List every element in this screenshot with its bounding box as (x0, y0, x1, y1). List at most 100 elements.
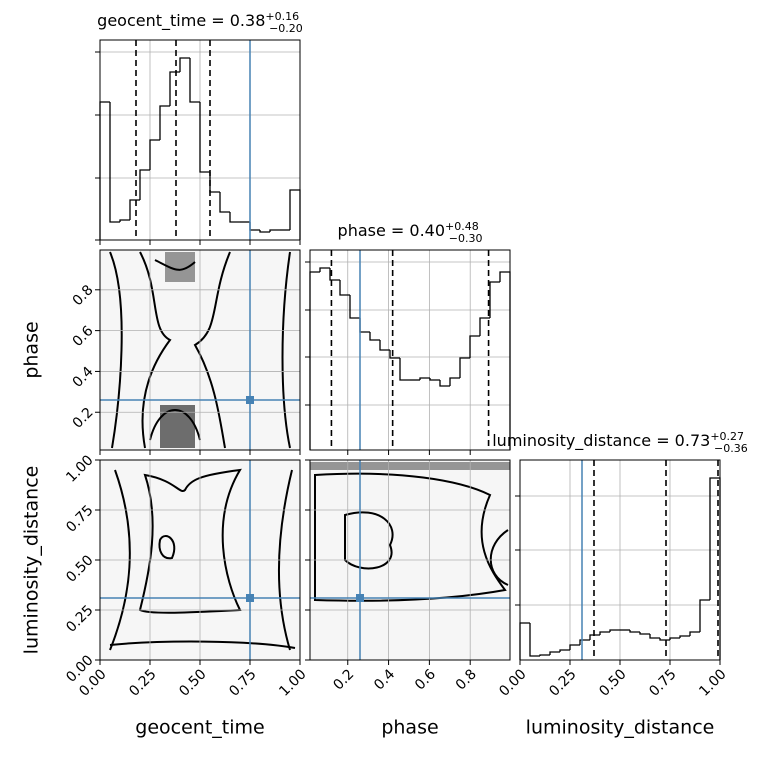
y-tick-label: 0.6 (70, 323, 97, 350)
hist-bin (549, 651, 560, 655)
hist-bin (449, 377, 460, 386)
panel-frame (309, 459, 511, 661)
hist-bin (159, 105, 170, 140)
truth-marker (246, 594, 254, 602)
hist-bin (169, 71, 180, 106)
hist-bin (559, 649, 570, 652)
x-tick-label: 0.6 (412, 666, 439, 693)
hist-bin (249, 222, 260, 231)
hist-bin (109, 102, 120, 223)
panel-title: phase = 0.40+0.48 −0.30 (338, 220, 483, 245)
y-tick-label: 0.25 (63, 602, 96, 635)
x-tick-label: 0.25 (546, 666, 579, 699)
density-cell (160, 405, 195, 448)
y-tick-label: 0.50 (63, 552, 96, 585)
hist-bin (629, 630, 640, 633)
contour (314, 472, 507, 602)
y-tick-label: 0.2 (70, 405, 97, 432)
hist-bin (689, 631, 700, 636)
hist-bin (599, 631, 610, 635)
hist-bin (219, 192, 230, 213)
contour (489, 529, 509, 586)
hist-bin (699, 599, 710, 632)
hist-bin (289, 189, 301, 240)
hist-bin (139, 169, 150, 200)
contour (138, 468, 242, 614)
hist-bin (479, 317, 490, 336)
hist-bin (529, 623, 540, 657)
x-tick-label: 0.50 (176, 666, 209, 699)
hist-bin (229, 212, 240, 223)
hist-bin (439, 380, 450, 387)
hist-bin (659, 638, 670, 641)
x-tick-label: 0.00 (496, 666, 529, 699)
contour (344, 511, 394, 570)
truth-marker (356, 594, 364, 602)
y-tick-label: 0.4 (70, 364, 97, 391)
hist-bin (539, 654, 550, 656)
hist-bin (679, 635, 690, 638)
x-axis-label: geocent_time (135, 717, 264, 739)
contour (139, 251, 231, 449)
contour (158, 535, 176, 560)
panel-title: geocent_time = 0.38+0.16 −0.20 (97, 10, 303, 35)
title-upper: +0.48 (445, 220, 479, 233)
y-tick-label: 0.8 (70, 282, 97, 309)
y-tick-label: 0.75 (63, 502, 96, 535)
title-text: geocent_time = 0.38 (97, 11, 265, 31)
panel-frame (309, 249, 511, 451)
hist-bin (589, 634, 600, 640)
hist-bin (189, 58, 200, 103)
hist-bin (309, 271, 320, 450)
hist-bin (519, 622, 530, 660)
panel-frame (99, 39, 301, 241)
title-lower: −0.20 (269, 22, 303, 35)
hist-bin (119, 219, 130, 222)
hist-bin (349, 295, 360, 319)
y-tick-label: 1.00 (63, 452, 96, 485)
panel-frame (99, 249, 301, 451)
title-upper: +0.16 (265, 10, 299, 23)
hist-bin (669, 637, 680, 640)
title-lower: −0.36 (714, 442, 748, 455)
x-tick-label: 0.25 (126, 666, 159, 699)
panel-title: luminosity_distance = 0.73+0.27 −0.36 (492, 430, 748, 455)
contour (149, 259, 201, 441)
hist-bin (129, 199, 140, 220)
hist-bin (269, 229, 280, 232)
hist-bin (399, 358, 410, 381)
hist-bin (419, 377, 430, 380)
hist-bin (459, 357, 470, 378)
hist-bin (259, 230, 270, 233)
x-axis-label: luminosity_distance (526, 717, 715, 739)
contour (109, 640, 296, 649)
hist-bin (359, 318, 370, 333)
hist-bin (639, 632, 650, 635)
contour (109, 469, 293, 651)
hist-bin (149, 139, 160, 170)
density-cell (310, 462, 510, 470)
hist-bin (179, 57, 190, 72)
title-text: luminosity_distance = 0.73 (492, 431, 710, 451)
hist-bin (199, 102, 210, 173)
title-text: phase = 0.40 (338, 221, 445, 240)
y-axis-label: luminosity_distance (21, 466, 43, 655)
hist-bin (339, 280, 350, 296)
hist-bin (569, 644, 580, 650)
hist-bin (329, 268, 340, 281)
x-tick-label: 0.75 (646, 666, 679, 699)
x-tick-label: 0.75 (226, 666, 259, 699)
hist-bin (429, 378, 440, 381)
x-tick-label: 0.8 (453, 666, 480, 693)
hist-bin (579, 639, 590, 645)
hist-bin (649, 634, 660, 639)
x-tick-label: 1.00 (276, 666, 309, 699)
x-axis-label: phase (381, 717, 438, 739)
hist-bin (489, 281, 500, 318)
truth-marker (246, 396, 254, 404)
hist-bin (369, 332, 380, 341)
hist-bin (99, 101, 110, 240)
y-axis-label: phase (21, 321, 43, 378)
hist-bin (469, 335, 480, 358)
